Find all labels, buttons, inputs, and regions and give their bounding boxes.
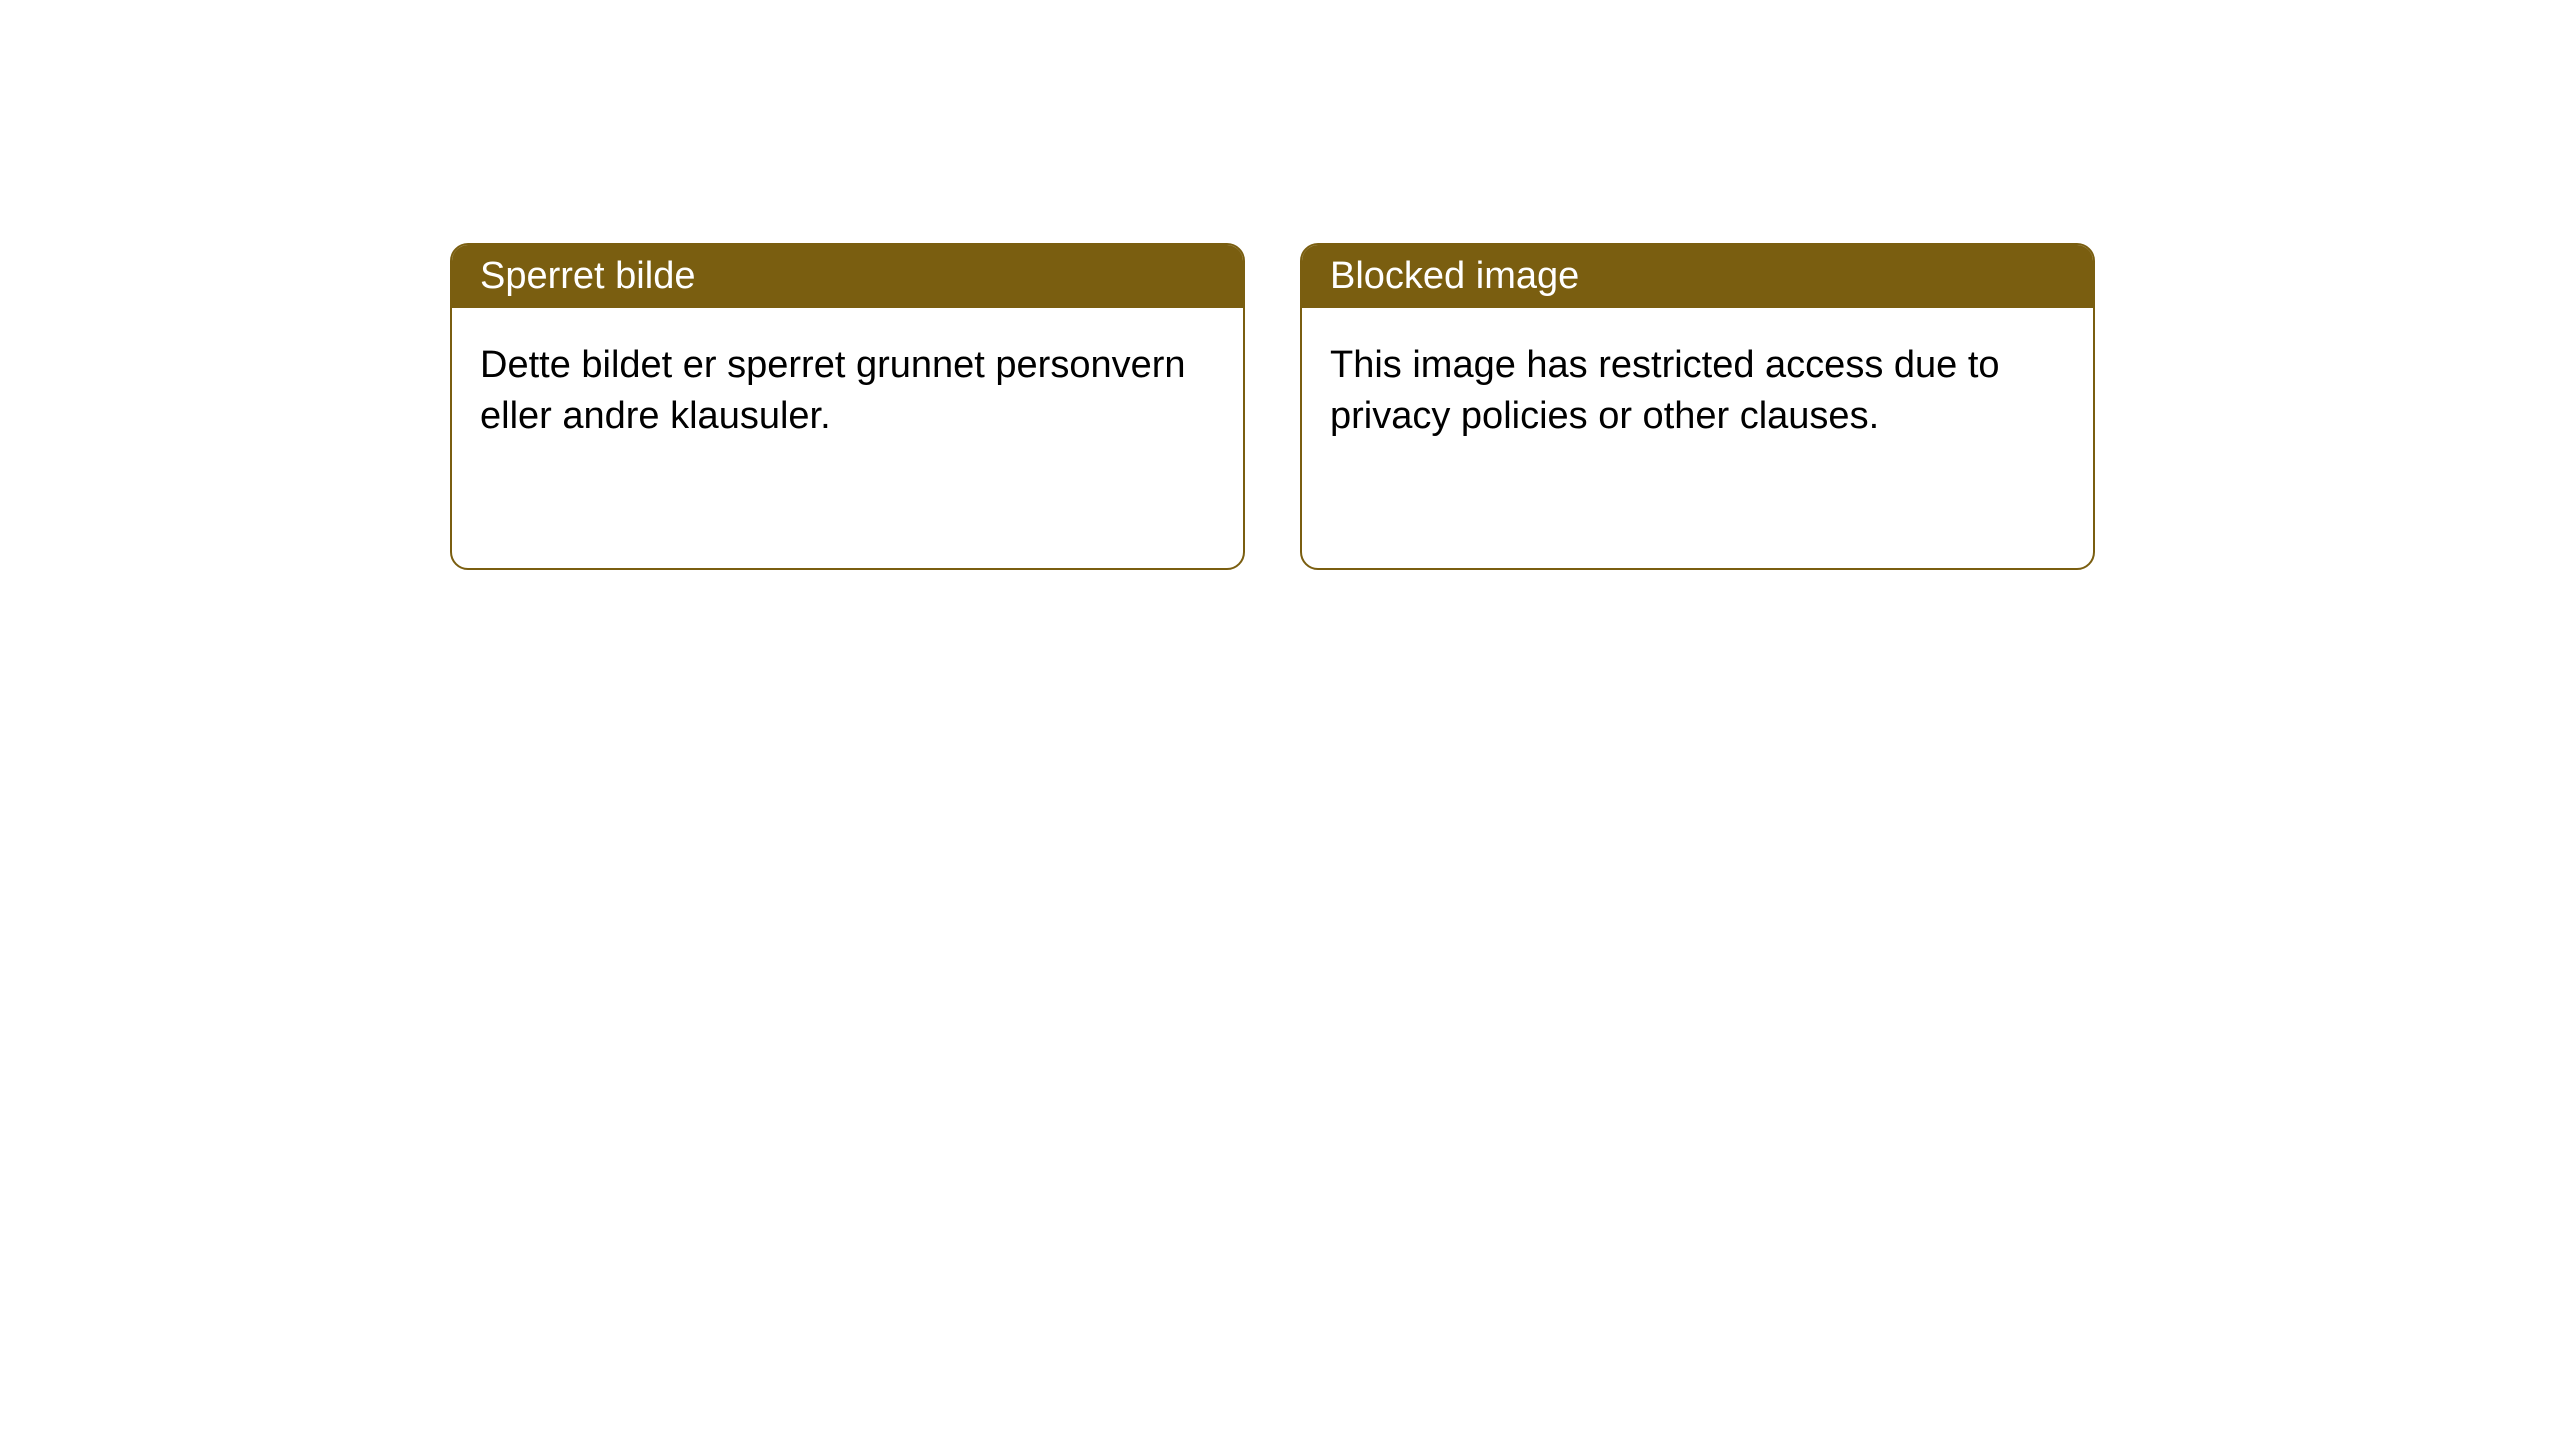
notice-header-norwegian: Sperret bilde <box>452 245 1243 308</box>
notice-body-norwegian: Dette bildet er sperret grunnet personve… <box>452 308 1243 568</box>
notice-box-english: Blocked image This image has restricted … <box>1300 243 2095 570</box>
notice-body-english: This image has restricted access due to … <box>1302 308 2093 568</box>
notice-box-norwegian: Sperret bilde Dette bildet er sperret gr… <box>450 243 1245 570</box>
notice-header-english: Blocked image <box>1302 245 2093 308</box>
notice-container: Sperret bilde Dette bildet er sperret gr… <box>450 243 2095 570</box>
